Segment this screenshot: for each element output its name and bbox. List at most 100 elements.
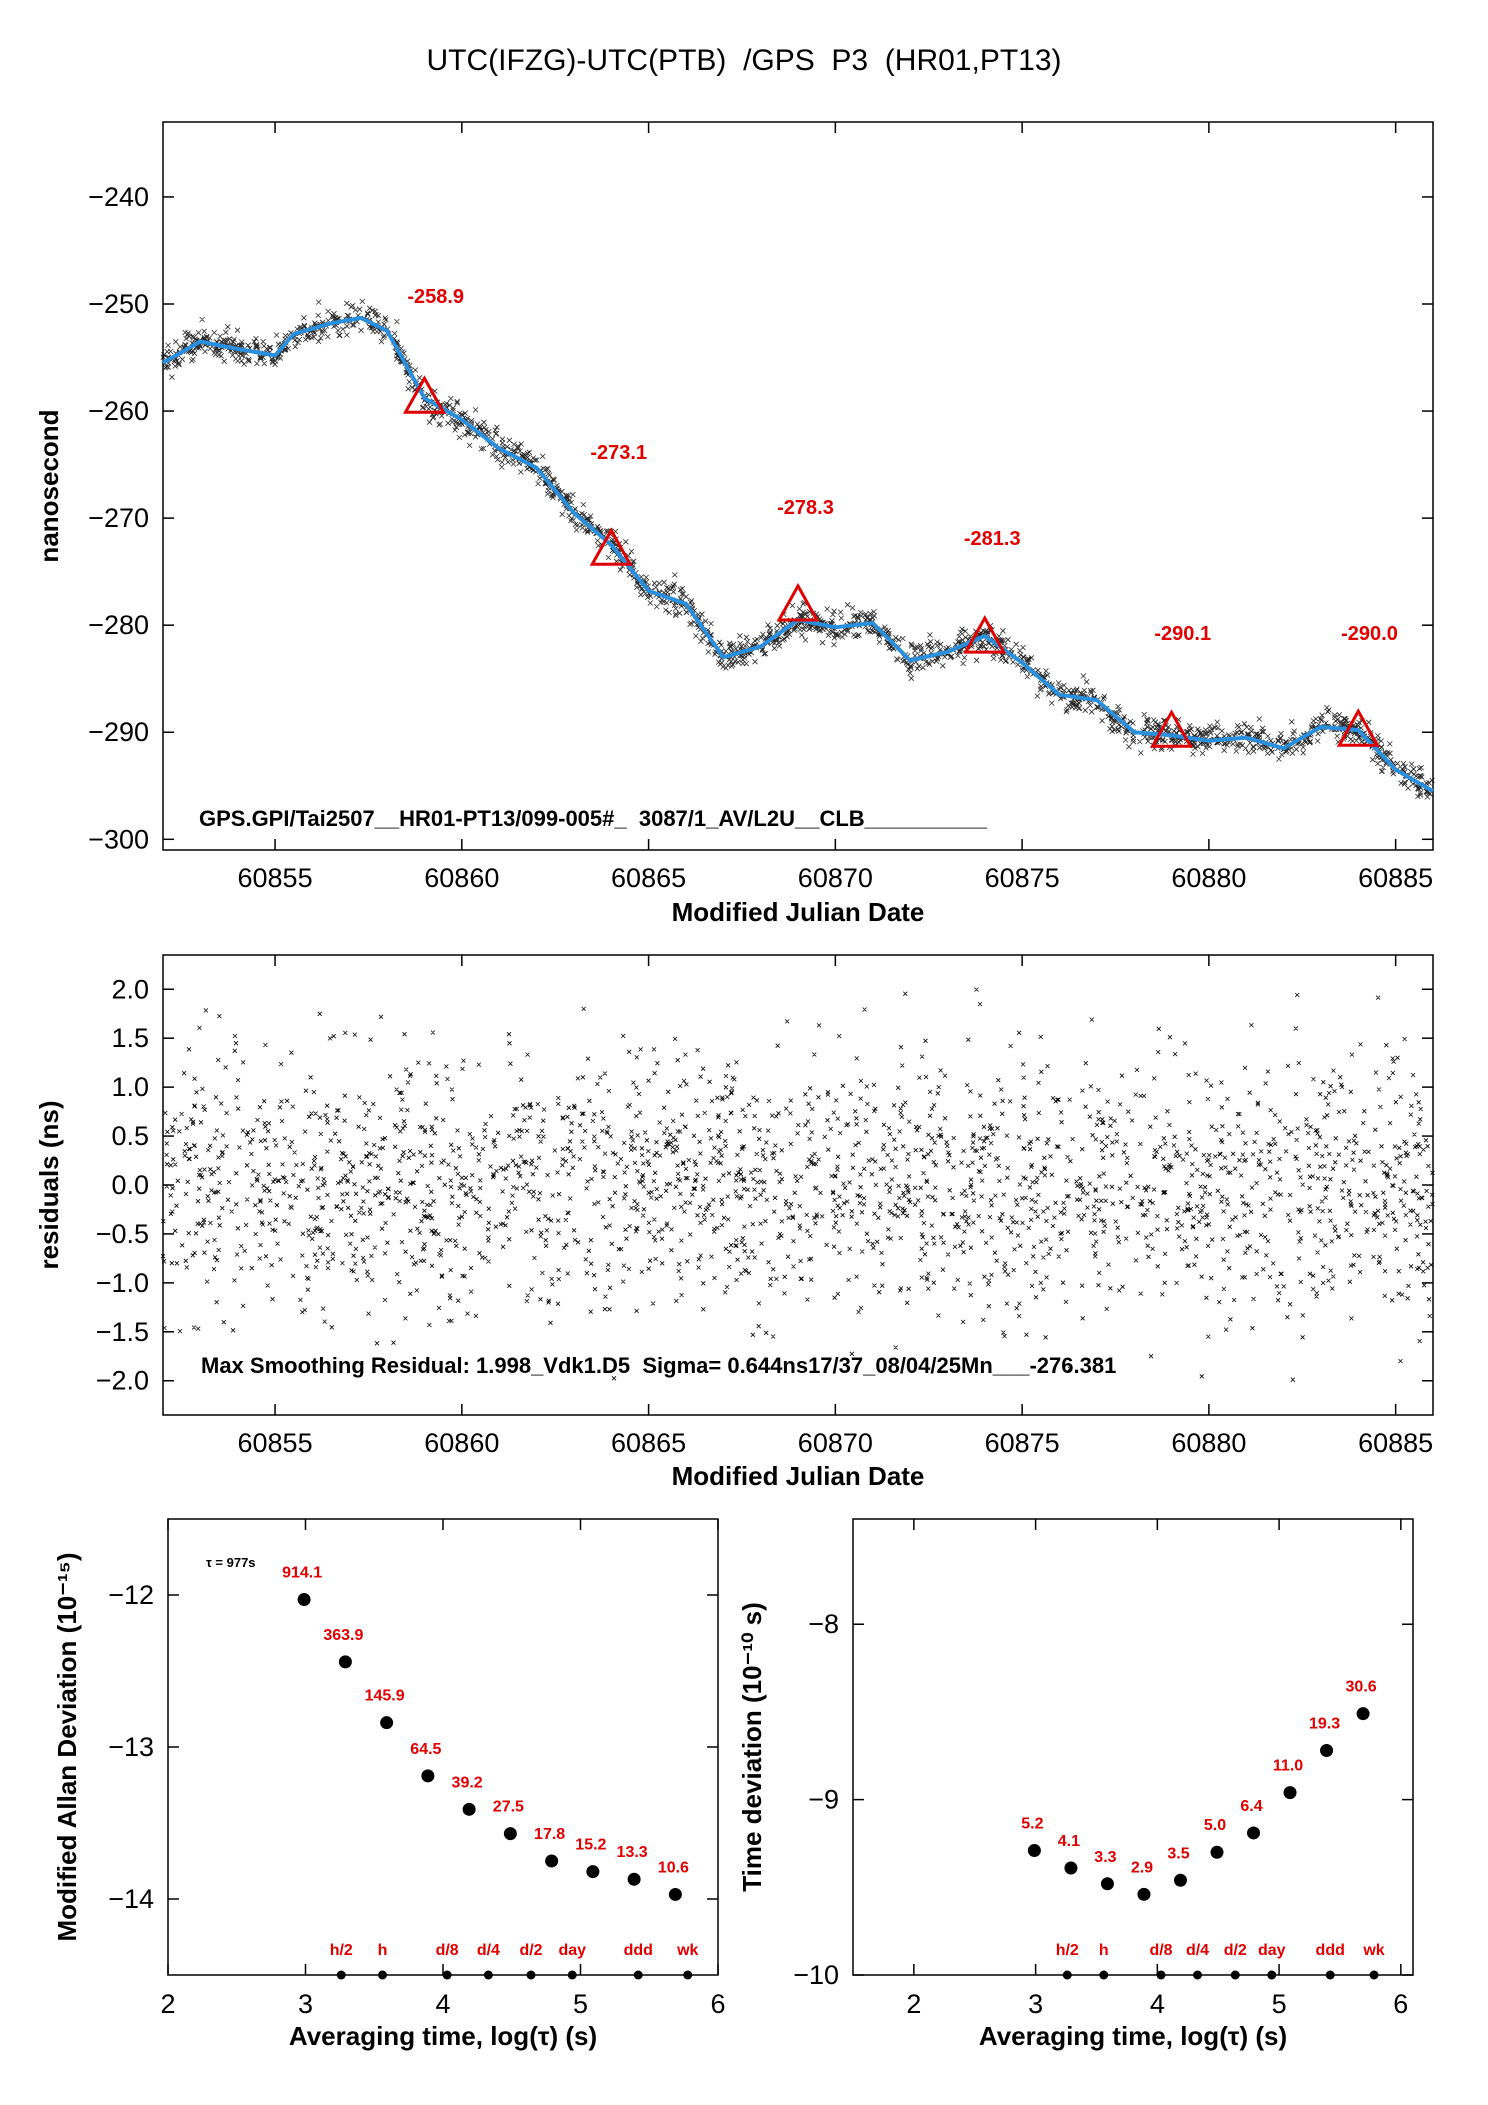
p3-ytick-label: −14 — [108, 1884, 154, 1914]
p1-xtick-label: 60860 — [424, 863, 499, 893]
time-marker-label: h — [378, 1942, 388, 1959]
p2-xtick-label: 60860 — [424, 1428, 499, 1458]
time-marker-label: d/8 — [1149, 1942, 1172, 1959]
stability-point — [1320, 1744, 1334, 1758]
time-marker-label: day — [1258, 1942, 1286, 1959]
p4-ytick-label: −10 — [793, 1960, 839, 1990]
plot-frame-1 — [162, 121, 1434, 851]
time-marker-dot — [336, 1970, 346, 1980]
p4-xtick-label: 5 — [1272, 1989, 1287, 2019]
marker-label: -290.0 — [1341, 623, 1398, 645]
p3-xtick-label: 5 — [573, 1989, 588, 2019]
x-axis-title-1: Modified Julian Date — [672, 897, 925, 927]
p2-xtick-label: 60885 — [1358, 1428, 1433, 1458]
p3-ytick-label: −13 — [108, 1732, 154, 1762]
p2-ytick-label: 2.0 — [111, 974, 149, 1004]
time-marker-label: day — [558, 1942, 586, 1959]
p2-ytick-label: −2.0 — [96, 1366, 149, 1396]
stability-point — [297, 1593, 311, 1607]
stability-point-label: 64.5 — [410, 1741, 441, 1758]
raw-data-points — [160, 298, 1435, 800]
p2-ytick-label: 0.0 — [111, 1170, 149, 1200]
p2-ytick-label: 1.0 — [111, 1072, 149, 1102]
stability-point — [1064, 1861, 1078, 1875]
stability-point-label: 19.3 — [1309, 1716, 1340, 1733]
chart-panel-residuals: 60855 60860 60865 60870 60875 60880 60885 2.0 1.… — [34, 954, 1435, 1491]
time-marker-dot — [1062, 1970, 1072, 1980]
p1-ytick-label: −300 — [88, 824, 149, 854]
tau-note: τ = 977s — [206, 1555, 256, 1570]
plot-annotation-1: GPS.GPI/Tai2507__HR01-PT13/099-005#_ 308… — [199, 806, 988, 831]
stability-point — [1173, 1873, 1187, 1887]
time-marker-dot — [442, 1970, 452, 1980]
chart-panel-time-series: 60855 60860 60865 60870 60875 60880 60885 −240 −… — [34, 121, 1435, 927]
marker-triangle — [589, 527, 633, 566]
stability-point — [338, 1655, 352, 1669]
y-axis-title-1: nanosecond — [34, 409, 64, 562]
x-axis-title-3: Averaging time, log(τ) (s) — [289, 2021, 597, 2051]
time-marker-dot — [1267, 1970, 1277, 1980]
stability-point — [1027, 1843, 1041, 1857]
fit-curve-line — [162, 315, 1434, 793]
p1-ytick-label: −290 — [88, 717, 149, 747]
time-marker-label: wk — [1362, 1942, 1384, 1959]
p1-xtick-label: 60855 — [238, 863, 313, 893]
p1-ytick-label: −240 — [88, 182, 149, 212]
stability-point-label: 11.0 — [1273, 1758, 1303, 1775]
stability-point — [1247, 1826, 1261, 1840]
plot-annotation-2: Max Smoothing Residual: 1.998_Vdk1.D5 Si… — [201, 1353, 1116, 1378]
time-marker-label: d/4 — [477, 1942, 500, 1959]
y-axis-title-2: residuals (ns) — [34, 1100, 64, 1269]
y-axis-title-4: Time deviation (10⁻¹⁰ s) — [737, 1602, 767, 1892]
stability-point — [462, 1802, 476, 1816]
p2-xtick-label: 60880 — [1171, 1428, 1246, 1458]
p4-xtick-label: 6 — [1393, 1989, 1408, 2019]
stability-point-label: 914.1 — [282, 1565, 322, 1582]
p4-xtick-label: 4 — [1150, 1989, 1165, 2019]
time-marker-label: h/2 — [1056, 1942, 1079, 1959]
time-marker-label: wk — [676, 1942, 698, 1959]
raw-data-crosses — [160, 298, 1435, 800]
marker-label: -273.1 — [590, 442, 647, 464]
stability-point-label: 3.5 — [1167, 1845, 1189, 1862]
time-marker-label: h/2 — [330, 1942, 353, 1959]
stability-point — [1210, 1845, 1224, 1859]
p1-xtick-label: 60875 — [985, 863, 1060, 893]
stability-point — [545, 1854, 559, 1868]
time-marker-label: d/8 — [436, 1942, 459, 1959]
stability-point — [1283, 1786, 1297, 1800]
stability-point-label: 363.9 — [323, 1627, 363, 1644]
stability-point-label: 15.2 — [575, 1837, 606, 1854]
x-axis-title-4: Averaging time, log(τ) (s) — [979, 2021, 1287, 2051]
time-marker-label: d/4 — [1186, 1942, 1209, 1959]
x-axis-title-2: Modified Julian Date — [672, 1461, 925, 1491]
p3-xtick-label: 6 — [710, 1989, 725, 2019]
stability-point — [1356, 1707, 1370, 1721]
stability-point-label: 2.9 — [1131, 1859, 1153, 1876]
p3-xtick-label: 3 — [298, 1989, 313, 2019]
stability-point — [668, 1887, 682, 1901]
stability-point-label: 17.8 — [534, 1826, 565, 1843]
p1-ytick-label: −270 — [88, 503, 149, 533]
stability-point-label: 145.9 — [365, 1688, 405, 1705]
p1-xtick-label: 60865 — [611, 863, 686, 893]
stability-point-label: 39.2 — [452, 1774, 483, 1791]
stability-point-label: 4.1 — [1058, 1833, 1080, 1850]
stability-point-label: 13.3 — [617, 1844, 648, 1861]
marker-triangle — [1149, 709, 1194, 748]
stability-point-label: 27.5 — [493, 1799, 524, 1816]
time-marker-dot — [1325, 1970, 1335, 1980]
time-marker-dot — [378, 1970, 387, 1980]
residual-crosses — [160, 987, 1435, 1382]
marker-label: -278.3 — [777, 497, 834, 519]
marker-label: -258.9 — [407, 286, 464, 308]
stability-point-label: 5.0 — [1204, 1817, 1226, 1834]
time-marker-dot — [1193, 1970, 1203, 1980]
time-marker-label: ddd — [1316, 1942, 1345, 1959]
p3-xtick-label: 4 — [435, 1989, 450, 2019]
stability-point — [421, 1769, 435, 1783]
p2-xtick-label: 60855 — [238, 1428, 313, 1458]
time-marker-dot — [1099, 1970, 1109, 1980]
p1-xtick-label: 60870 — [798, 863, 873, 893]
